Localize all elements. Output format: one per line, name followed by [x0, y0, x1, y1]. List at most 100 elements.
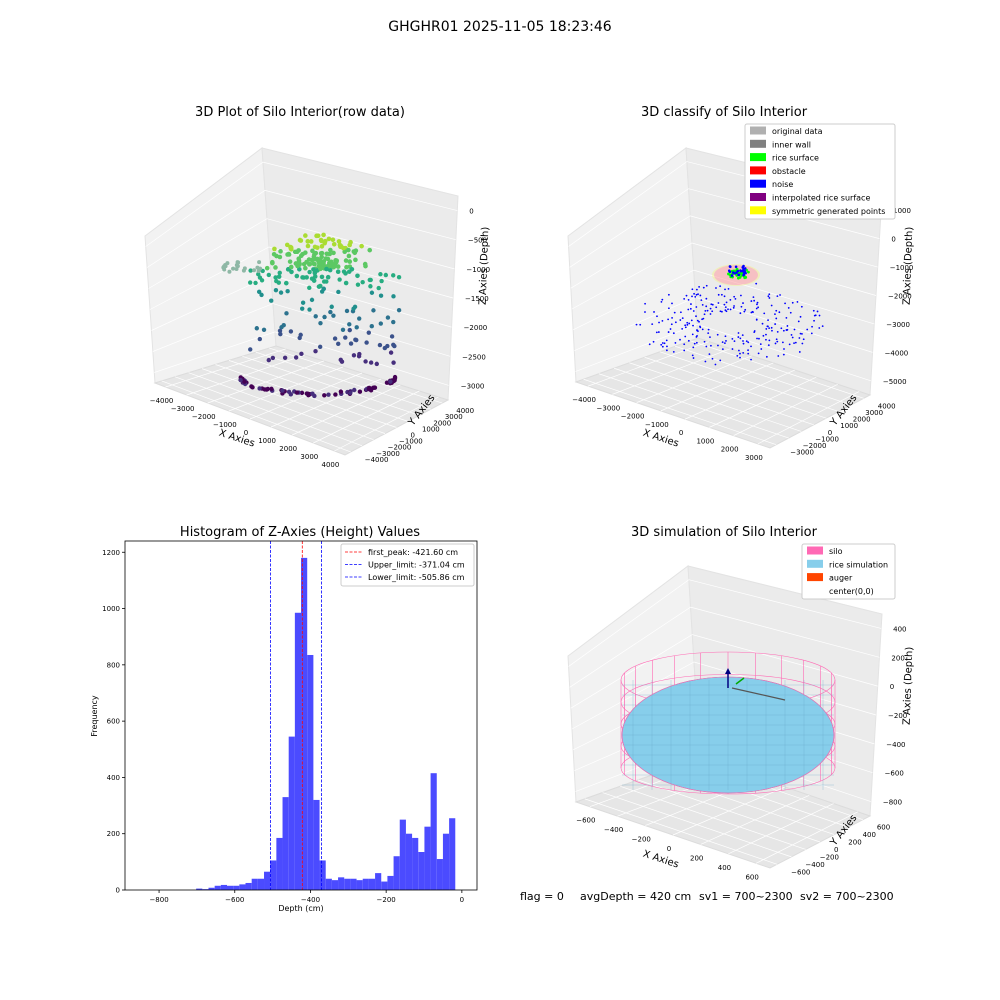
panel2-noise-point — [790, 334, 793, 336]
p2-x-tick-label: −1000 — [645, 421, 669, 429]
panel1-point — [303, 265, 308, 271]
panel2-noise-point — [768, 327, 771, 330]
panel1-point — [284, 242, 290, 248]
panel1-point — [364, 340, 369, 345]
histogram-bar — [449, 818, 456, 890]
panel2-noise-point — [816, 310, 819, 313]
panel1-pane-floor — [153, 345, 450, 456]
panel2-noise-point — [679, 338, 681, 341]
p4-y-tick-label: −400 — [805, 861, 824, 869]
panel2-noise-point — [692, 310, 695, 312]
histogram-bar — [381, 881, 388, 890]
p1-x-tick-label: 3000 — [300, 453, 318, 461]
p1-x-tick-label: −3000 — [171, 405, 195, 413]
panel1-point — [257, 275, 263, 280]
histogram-bar — [325, 878, 332, 890]
panel2-noise-point — [661, 345, 664, 348]
panel2-noise-point — [717, 293, 720, 296]
p4-z-tick-label: −600 — [885, 770, 904, 778]
panel2-legend-label: symmetric generated points — [772, 207, 885, 216]
panel2-noise-point — [780, 327, 783, 330]
histogram-bar — [288, 736, 295, 890]
histogram-bar — [214, 885, 221, 890]
panel2-noise-point — [782, 353, 785, 356]
panel1-point — [304, 275, 309, 280]
panel1-point — [371, 308, 376, 313]
panel1-point — [276, 274, 282, 279]
p1-y-tick-label: −2000 — [388, 444, 412, 452]
panel1-point — [296, 248, 301, 253]
panel1-point — [340, 327, 346, 333]
panel2-noise-point — [696, 329, 699, 332]
panel2-noise-point — [679, 319, 682, 321]
panel1-point — [313, 250, 319, 256]
p1-grid-line — [154, 331, 449, 386]
p2-grid-line — [570, 215, 878, 289]
panel2-noise-point — [738, 349, 740, 352]
panel2-noise-point — [653, 311, 655, 313]
panel2-noise-point — [821, 325, 824, 328]
panel2-noise-point — [679, 311, 682, 314]
p2-grid-line — [572, 269, 875, 331]
panel2-noise-point — [765, 338, 767, 341]
panel2-noise-point — [644, 302, 646, 305]
panel2-noise-point — [711, 303, 714, 306]
panel2-noise-point — [721, 310, 723, 313]
histogram-x-tick-label: −600 — [225, 896, 244, 904]
histogram-y-tick-label: 800 — [107, 661, 120, 669]
panel2-noise-point — [671, 302, 673, 305]
panel2-noise-point — [709, 307, 712, 310]
panel2-noise-point — [674, 321, 677, 324]
panel2-noise-point — [734, 297, 737, 300]
panel2-noise-point — [786, 325, 789, 327]
p2-grid-line — [569, 188, 880, 268]
panel2-noise-point — [774, 342, 777, 345]
p4-z-tick-label: −200 — [888, 712, 907, 720]
panel2-noise-point — [703, 313, 706, 316]
histogram-bar — [338, 877, 345, 890]
panel2-noise-point — [661, 342, 664, 344]
histogram-x-tick-label: −800 — [149, 896, 168, 904]
histogram-legend-box — [340, 543, 475, 587]
p2-grid-line — [709, 376, 817, 428]
p1-x-tick-label: 0 — [244, 429, 248, 437]
panel1-point — [383, 272, 389, 278]
histogram-x-tick-label: −400 — [301, 896, 320, 904]
panel2-noise-point — [719, 310, 722, 313]
panel2-noise-point — [813, 319, 815, 322]
histogram-x-tick-label: −200 — [377, 896, 396, 904]
panel2-legend-swatch — [750, 126, 766, 135]
panel2-noise-point — [740, 294, 742, 297]
panel2-noise-point — [801, 342, 804, 345]
p1-y-tick-label: 1000 — [422, 425, 440, 433]
panel2-legend-swatch — [750, 179, 766, 188]
panel2-noise-point — [761, 322, 764, 325]
panel2-noise-point — [739, 356, 741, 359]
panel2-noise-point — [733, 340, 736, 343]
p4-grid-line — [569, 606, 880, 688]
panel1-point — [307, 307, 312, 312]
p1-y-tick-label: 3000 — [445, 413, 463, 421]
panel1-point — [334, 260, 339, 265]
p1-grid-line — [151, 274, 452, 331]
panel1-point — [328, 247, 333, 253]
panel2-legend-swatch — [750, 166, 766, 175]
panel2-noise-point — [719, 359, 722, 362]
panel2-noise-point — [771, 329, 773, 332]
panel2-noise-point — [707, 332, 710, 335]
panel2-noise-point — [776, 330, 779, 333]
panel2-noise-point — [778, 311, 781, 314]
panel2-zlabel: Z Axies (Depth) — [902, 226, 916, 305]
p1-grid-line — [145, 161, 458, 247]
panel1-point — [352, 304, 358, 310]
panel1-point — [281, 323, 286, 328]
panel1-point — [353, 257, 358, 263]
panel2-noise-point — [704, 309, 707, 312]
panel4-xlabel: X Axies — [642, 849, 681, 871]
panel1-point — [269, 298, 274, 303]
auger — [731, 687, 786, 701]
p2-x-tick-label: 2000 — [721, 446, 739, 454]
panel1-point — [269, 386, 274, 392]
panel2-noise-point — [742, 351, 745, 354]
